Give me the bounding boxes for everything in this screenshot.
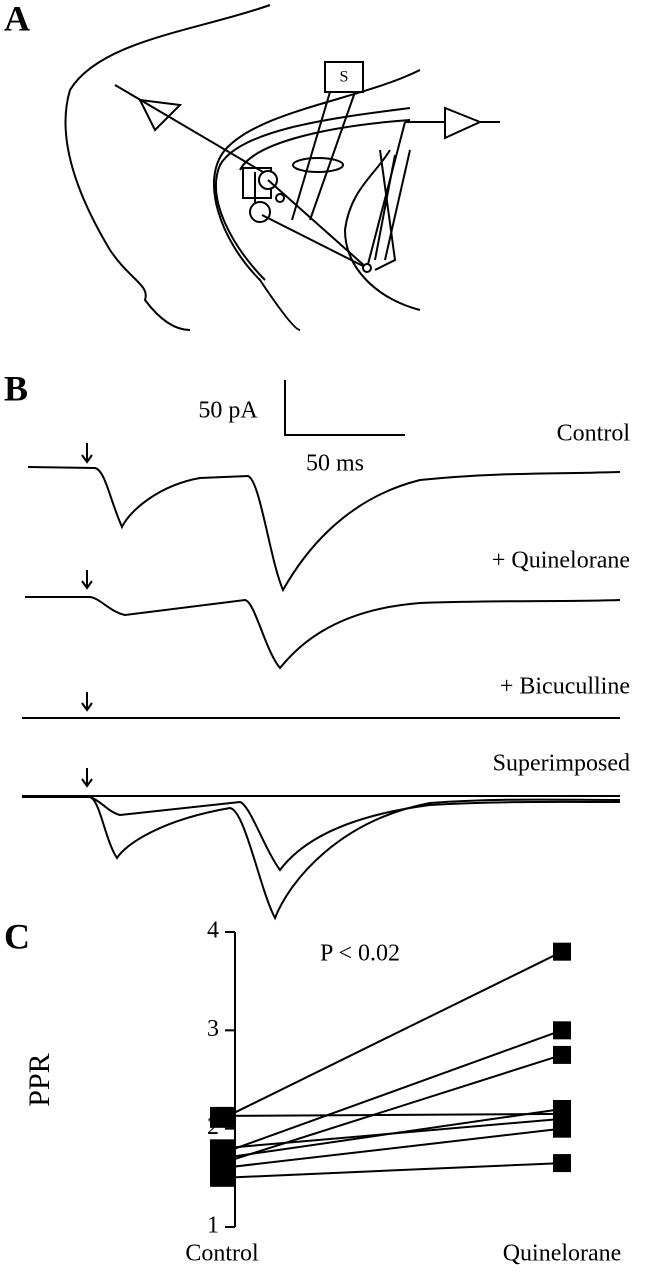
trace-label: Control — [557, 421, 631, 447]
marker — [553, 1109, 571, 1128]
panel-label: B — [4, 368, 28, 408]
y-tick-label: 1 — [207, 1213, 219, 1239]
trace-label: Superimposed — [493, 751, 630, 777]
panel-label: C — [4, 916, 30, 956]
y-tick-label: 3 — [207, 1016, 219, 1042]
trace-label: + Bicuculline — [500, 674, 630, 700]
stimulus-label: S — [340, 69, 349, 86]
marker — [210, 1139, 234, 1158]
marker — [210, 1109, 234, 1128]
y-axis-label: PPR — [23, 1053, 56, 1106]
pair-line — [221, 1117, 563, 1150]
traces — [22, 443, 621, 921]
trace-label: + Quinelorane — [492, 548, 630, 574]
marker — [553, 1021, 571, 1040]
marker — [210, 1168, 234, 1187]
pair-line — [221, 950, 563, 1120]
scale-label: 50 ms — [306, 451, 364, 477]
pair-line — [221, 1162, 563, 1179]
pair-line — [221, 1127, 563, 1169]
x-tick-label: Quinelorane — [503, 1241, 622, 1267]
scale-bar — [284, 380, 405, 436]
pair-line — [221, 1112, 563, 1117]
marker — [553, 1045, 571, 1064]
panel-label: A — [4, 0, 30, 38]
x-tick-label: Control — [185, 1241, 259, 1267]
scale-label: 50 pA — [198, 398, 258, 424]
marker — [553, 942, 571, 961]
pair-line — [221, 1029, 563, 1155]
marker — [553, 1154, 571, 1173]
pair-line — [221, 1053, 563, 1165]
annotation: P < 0.02 — [320, 941, 400, 967]
y-tick-label: 4 — [207, 918, 219, 944]
slice-diagram — [64, 4, 500, 331]
